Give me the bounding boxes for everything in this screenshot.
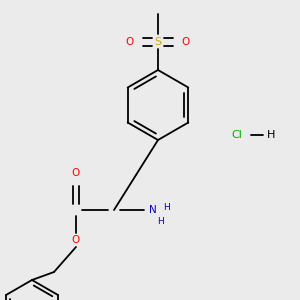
Text: Cl: Cl xyxy=(232,130,242,140)
Text: O: O xyxy=(182,37,190,47)
Text: O: O xyxy=(126,37,134,47)
Text: N: N xyxy=(149,205,157,215)
Text: O: O xyxy=(72,235,80,245)
Text: S: S xyxy=(154,37,162,47)
Text: H: H xyxy=(163,202,170,211)
Text: H: H xyxy=(267,130,275,140)
Text: O: O xyxy=(72,168,80,178)
Text: H: H xyxy=(158,218,164,226)
